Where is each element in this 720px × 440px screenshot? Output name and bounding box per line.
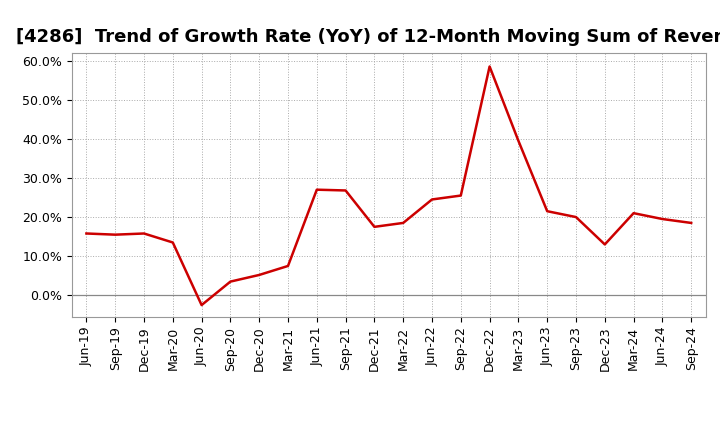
Title: [4286]  Trend of Growth Rate (YoY) of 12-Month Moving Sum of Revenues: [4286] Trend of Growth Rate (YoY) of 12-… [16,28,720,46]
